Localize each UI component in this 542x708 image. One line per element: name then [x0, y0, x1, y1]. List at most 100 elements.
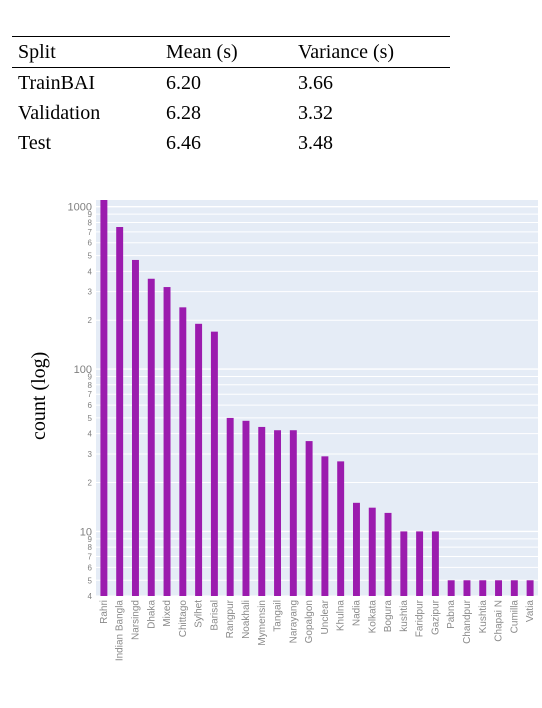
x-tick-label: Cumilla	[509, 600, 520, 634]
bar	[416, 531, 424, 596]
bar	[321, 456, 329, 596]
bar	[116, 227, 124, 597]
x-tick-label: Mixed	[162, 600, 173, 627]
y-minor-tick-label: 9	[88, 535, 93, 544]
bar	[368, 507, 376, 596]
table-cell: 3.48	[298, 132, 333, 154]
x-tick-label: Indian Bangla	[115, 600, 126, 662]
accent-count-chart: 4 5 6 7 8 9 2 3 4 5 6 7 8 9 2 3 4 5 6 7 8 9 10 100 1000 Rahri Ind…	[0, 190, 542, 670]
table-cell: TrainBAI	[18, 72, 96, 94]
y-major-tick-label: 1000	[68, 202, 92, 214]
table-cell: 6.28	[166, 102, 201, 124]
table-cell: 6.46	[166, 132, 201, 154]
bar	[337, 461, 345, 596]
x-tick-label: Kushtia	[478, 600, 489, 634]
table-header-row: Split Mean (s) Variance (s)	[12, 36, 450, 68]
y-axis-label: count (log)	[28, 351, 50, 440]
y-minor-tick-label: 5	[88, 414, 93, 423]
column-header-split: Split	[18, 41, 56, 63]
y-minor-tick-label: 4	[88, 267, 93, 276]
y-minor-tick-label: 6	[88, 401, 93, 410]
x-tick-label: Faridpur	[415, 599, 426, 637]
x-tick-label: Noakhali	[241, 600, 252, 639]
x-tick-label: Khulna	[336, 600, 347, 632]
bar	[195, 323, 203, 596]
column-header-variance: Variance (s)	[298, 41, 395, 63]
y-minor-tick-label: 6	[88, 563, 93, 572]
bar	[163, 287, 171, 596]
y-minor-tick-label: 5	[88, 252, 93, 261]
y-minor-tick-label: 4	[88, 592, 93, 601]
y-minor-tick-label: 7	[88, 228, 93, 237]
table-row: Test 6.46 3.48	[12, 128, 450, 158]
y-minor-tick-label: 7	[88, 553, 93, 562]
table-row: Validation 6.28 3.32	[12, 98, 450, 128]
bar	[352, 502, 360, 596]
x-tick-label: Narayang	[288, 600, 299, 643]
x-tick-label: Vatia	[525, 600, 536, 622]
y-major-tick-label: 10	[80, 526, 92, 538]
y-major-tick-label: 100	[74, 364, 92, 376]
bar	[210, 331, 218, 596]
bar	[384, 512, 392, 596]
plot-background	[96, 200, 538, 596]
y-minor-tick-label: 8	[88, 543, 93, 552]
column-header-mean: Mean (s)	[166, 41, 238, 63]
x-tick-label: Gopalgon	[304, 600, 315, 643]
bar	[274, 430, 282, 596]
table-cell: Test	[18, 132, 52, 154]
bar	[100, 200, 108, 596]
x-tick-label: Narsingd	[130, 600, 141, 640]
x-tick-label: Kolkata	[367, 600, 378, 634]
x-tick-label: Chittago	[178, 600, 189, 638]
x-tick-label: Chapai N	[494, 600, 505, 642]
bar	[510, 580, 518, 596]
bar	[226, 417, 234, 596]
x-tick-label: Bogura	[383, 600, 394, 633]
x-tick-label: Chandpur	[462, 599, 473, 644]
table-cell: 3.32	[298, 102, 333, 124]
bar	[463, 580, 471, 596]
y-minor-tick-label: 3	[88, 450, 93, 459]
x-tick-label: Nadia	[351, 600, 362, 627]
bar	[131, 259, 139, 596]
bar	[495, 580, 503, 596]
y-minor-tick-label: 5	[88, 576, 93, 585]
x-tick-label: Rangpur	[225, 599, 236, 638]
x-tick-label: Rahri	[99, 600, 110, 624]
bar	[305, 441, 313, 596]
y-minor-tick-label: 7	[88, 390, 93, 399]
y-minor-tick-label: 3	[88, 288, 93, 297]
bar	[526, 580, 534, 596]
bar	[179, 307, 187, 596]
split-statistics-table: Split Mean (s) Variance (s) TrainBAI 6.2…	[12, 36, 450, 158]
bar	[447, 580, 455, 596]
bar	[479, 580, 487, 596]
y-minor-tick-label: 4	[88, 430, 93, 439]
top-caption-fragment	[0, 0, 542, 16]
bar	[289, 430, 297, 596]
table-row: TrainBAI 6.20 3.66	[12, 68, 450, 99]
bar	[431, 531, 439, 596]
x-tick-label: Barisal	[209, 600, 220, 631]
x-tick-label: Unclear	[320, 599, 331, 634]
table-cell: 6.20	[166, 72, 201, 94]
table-cell: Validation	[18, 102, 101, 124]
y-minor-tick-label: 9	[88, 210, 93, 219]
bar	[400, 531, 408, 596]
bar	[147, 278, 155, 596]
y-minor-tick-label: 9	[88, 372, 93, 381]
bottom-caption-fragment	[0, 672, 542, 708]
x-tick-label: Pabna	[446, 600, 457, 629]
x-tick-label: Sylhet	[194, 600, 205, 628]
x-tick-label: Tangail	[273, 600, 284, 632]
x-tick-labels: Rahri Indian Bangla Narsingd Dhaka Mixed Chit…	[99, 599, 536, 661]
y-minor-tick-label: 8	[88, 218, 93, 227]
bar	[242, 420, 250, 596]
x-tick-label: Dhaka	[146, 600, 157, 629]
y-minor-tick-label: 8	[88, 381, 93, 390]
bars	[100, 200, 534, 597]
table-cell: 3.66	[298, 72, 333, 94]
